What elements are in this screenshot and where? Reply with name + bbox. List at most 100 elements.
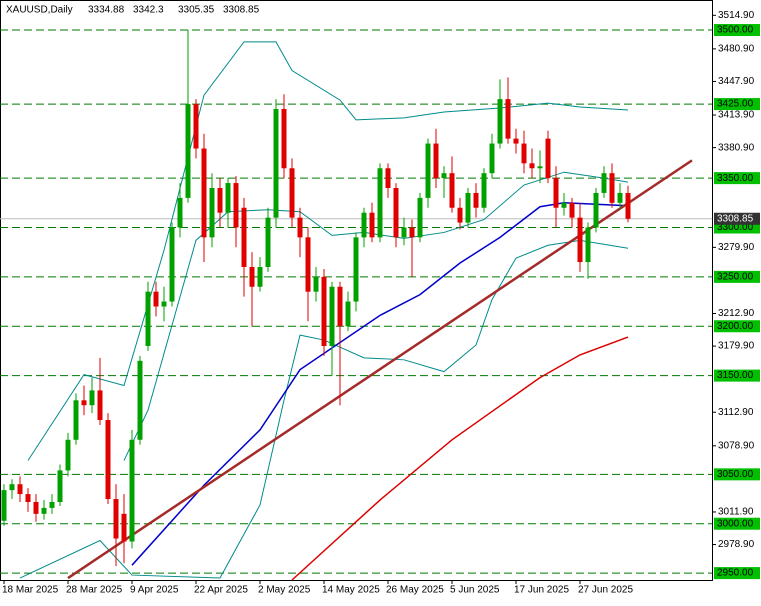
candle-body — [73, 400, 79, 440]
candle-body — [593, 192, 599, 228]
x-tick-label: 9 Apr 2025 — [130, 585, 179, 596]
candle-body — [609, 173, 615, 203]
y-tick-label: 3480.90 — [718, 44, 755, 55]
y-tick-label: 3447.90 — [718, 76, 755, 87]
candle-body — [457, 207, 463, 223]
header-low: 3305.35 — [178, 5, 215, 16]
candle-body — [441, 173, 447, 179]
plot-frame — [0, 0, 713, 581]
candle-body — [601, 173, 607, 193]
candle-body — [425, 143, 431, 198]
candle-body — [49, 501, 55, 508]
candle-body — [521, 143, 527, 164]
candle-body — [505, 99, 511, 139]
level-label: 3150.00 — [717, 370, 754, 381]
candle-body — [81, 400, 87, 406]
level-label-box — [714, 517, 760, 530]
level-label-box — [714, 98, 760, 111]
candle-body — [97, 390, 103, 421]
candle-body — [217, 188, 223, 213]
candle-body — [153, 291, 159, 307]
candle-body — [545, 138, 551, 179]
candle-body — [185, 104, 191, 198]
plot — [0, 29, 712, 581]
level-label: 3425.00 — [717, 99, 754, 110]
candle-body — [33, 501, 39, 514]
level-label: 3500.00 — [717, 25, 754, 36]
candle-body — [417, 197, 423, 238]
candle-body — [393, 188, 399, 238]
candle-body — [449, 173, 455, 208]
candle-body — [145, 291, 151, 346]
candle-body — [41, 507, 47, 514]
candle-body — [553, 178, 559, 208]
candle-body — [585, 227, 591, 263]
x-tick-label: 26 May 2025 — [386, 585, 444, 596]
candle-body — [385, 168, 391, 189]
level-label-box — [714, 369, 760, 382]
candle-body — [225, 183, 231, 213]
y-tick-label: 3514.90 — [718, 10, 755, 21]
candle-body — [233, 183, 239, 228]
indicator-line — [123, 171, 629, 461]
candle-body — [433, 143, 439, 179]
candle-body — [489, 143, 495, 174]
candle-body — [249, 266, 255, 287]
x-tick-label: 2 May 2025 — [258, 585, 311, 596]
candle-body — [57, 470, 63, 502]
level-label-box — [714, 24, 760, 37]
indicator-line — [19, 239, 629, 579]
candle-body — [289, 168, 295, 218]
candle-body — [65, 439, 71, 471]
candle-body — [465, 192, 471, 223]
candle-body — [169, 227, 175, 302]
level-label-box — [714, 567, 760, 580]
symbol: XAUUSD,Daily — [6, 5, 73, 16]
indicator-line — [27, 41, 629, 461]
candle-body — [537, 166, 543, 169]
level-label: 2950.00 — [717, 568, 754, 579]
candle-body — [17, 484, 23, 495]
x-tick-label: 28 Mar 2025 — [66, 585, 123, 596]
candle-body — [305, 237, 311, 292]
level-label-box — [714, 468, 760, 481]
candle-body — [313, 276, 319, 292]
candle-body — [569, 202, 575, 218]
candle-body — [345, 301, 351, 327]
candle-body — [329, 286, 335, 346]
indicator-line — [291, 336, 629, 581]
level-label: 3350.00 — [717, 173, 754, 184]
candle-body — [401, 227, 407, 238]
candle-body — [577, 217, 583, 263]
price-label: 3308.85 — [717, 213, 754, 224]
candle-body — [201, 148, 207, 238]
header-open: 3334.88 — [88, 5, 125, 16]
candle-body — [257, 266, 263, 287]
candle-body — [377, 168, 383, 238]
candle-body — [25, 494, 31, 502]
candle-body — [353, 237, 359, 302]
candle-body — [497, 99, 503, 144]
y-tick-label: 2978.90 — [718, 539, 755, 550]
x-tick-label: 27 Jun 2025 — [578, 585, 633, 596]
candle-body — [481, 173, 487, 208]
x-tick-label: 22 Apr 2025 — [194, 585, 248, 596]
candle-body — [617, 192, 623, 203]
level-label: 3300.00 — [717, 222, 754, 233]
indicator-line — [131, 202, 629, 566]
level-label-box — [714, 270, 760, 283]
y-tick-label: 3112.90 — [718, 407, 754, 418]
level-label: 3050.00 — [717, 469, 754, 480]
candle-body — [473, 192, 479, 208]
candle-body — [9, 484, 15, 491]
candle-body — [337, 286, 343, 327]
candle-body — [137, 360, 143, 440]
candle-body — [121, 513, 127, 542]
candle-body — [369, 212, 375, 238]
candle-body — [625, 193, 631, 219]
candle-body — [265, 217, 271, 267]
candle-body — [513, 138, 519, 144]
candle-body — [1, 490, 7, 521]
